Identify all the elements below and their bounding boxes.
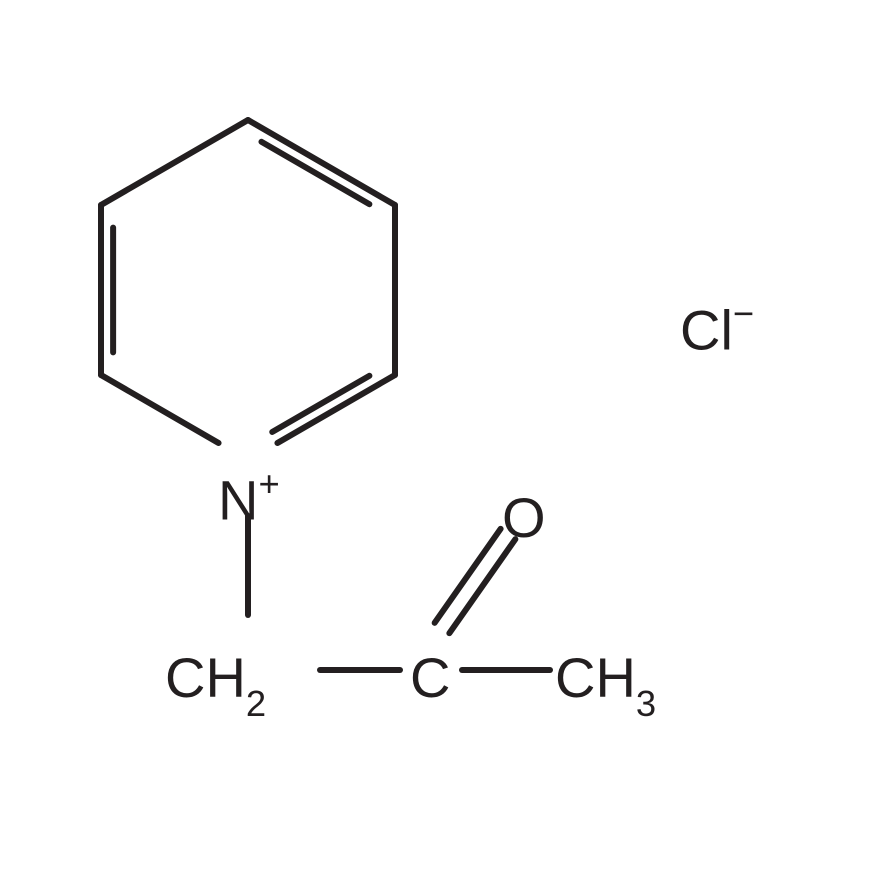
oxygen-label: O [502,490,546,546]
nitrogen-cation-label: N+ [218,470,280,529]
structure-svg [0,0,890,890]
ch3-label: CH3 [555,650,656,716]
ch2-label: CH2 [165,650,266,716]
chemical-structure-canvas: N+ CH2 C O CH3 Cl− [0,0,890,890]
chloride-anion-label: Cl− [680,300,754,359]
carbonyl-carbon-label: C [410,650,450,706]
